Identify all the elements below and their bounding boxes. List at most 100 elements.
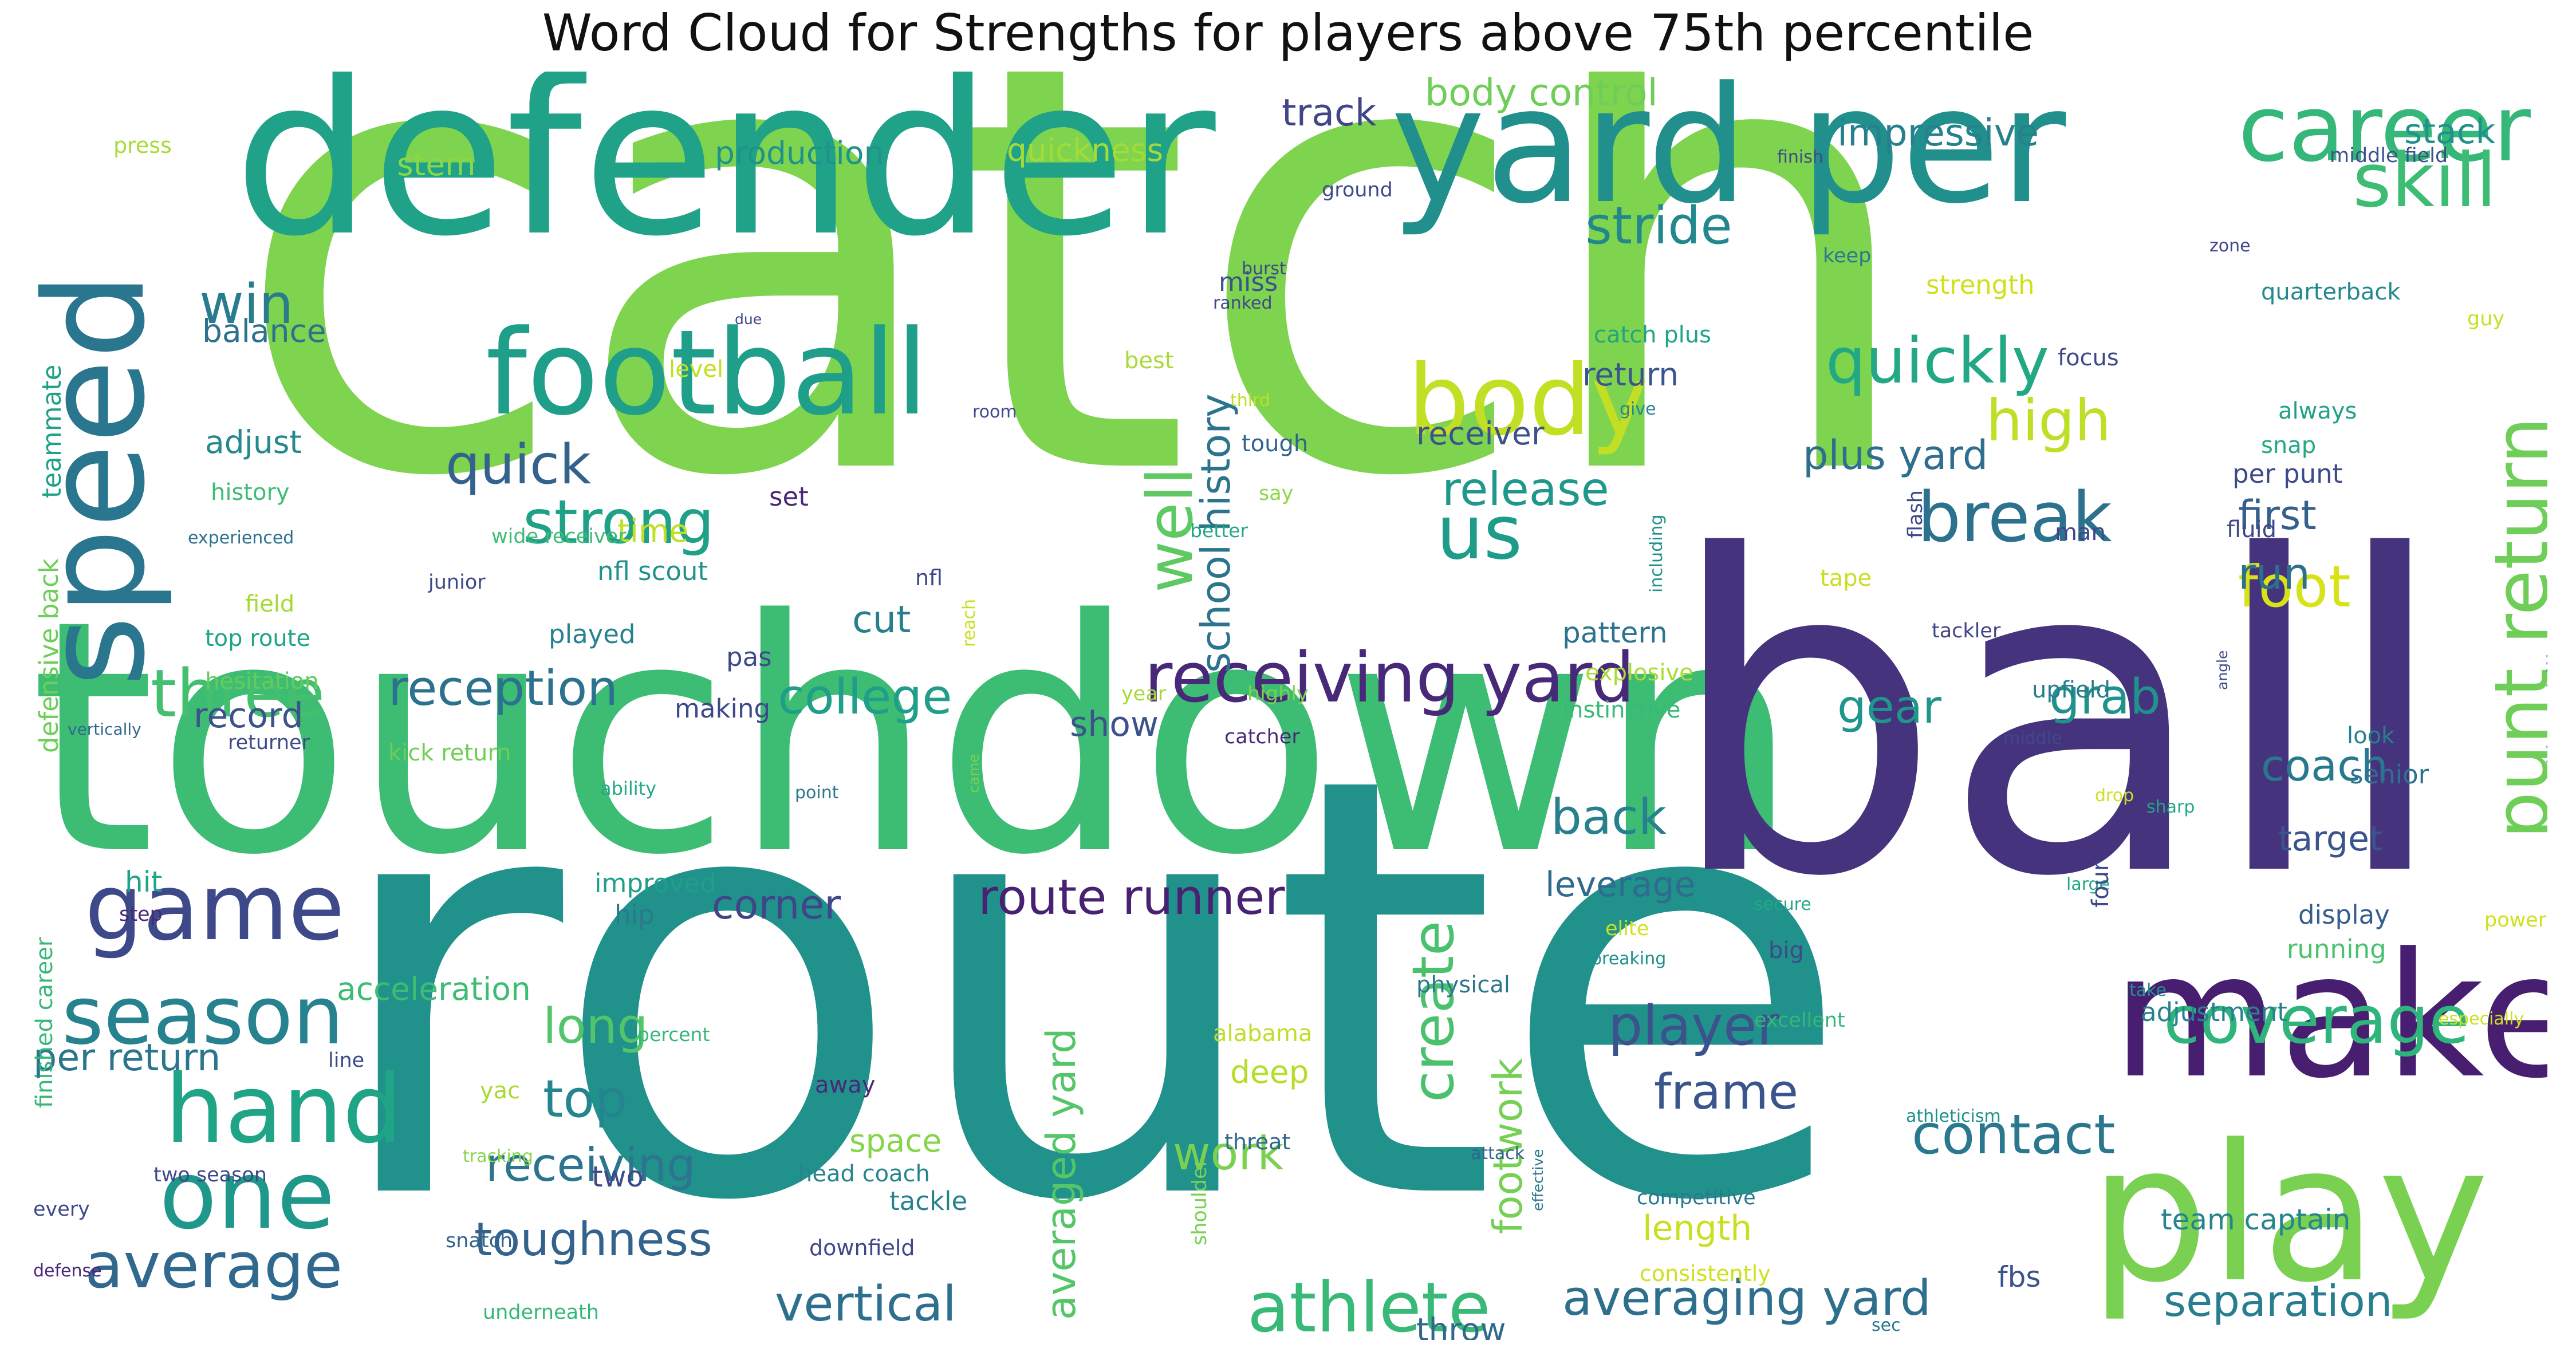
word-guy: guy [2467, 308, 2505, 330]
word-top: top [543, 1069, 628, 1129]
word-four: four [2087, 861, 2114, 908]
word-one: one [159, 1140, 336, 1250]
word-us: us [1436, 489, 1523, 576]
word-touchdown: touchdown [30, 552, 1800, 925]
word-balance: balance [202, 313, 326, 349]
word-including: including [1647, 514, 1667, 593]
word-receiver: receiver [1416, 415, 1545, 452]
word-third: third [1230, 391, 1270, 411]
word-downfield: downfield [809, 1235, 915, 1260]
word-level: level [669, 356, 724, 383]
word-best: best [1124, 348, 1174, 374]
word-zone: zone [2209, 236, 2251, 256]
word-ball: ball [1665, 466, 2451, 972]
word-corner: corner [712, 881, 841, 928]
word-gear: gear [1837, 680, 1941, 734]
word-two: two [592, 1160, 644, 1193]
word-line: line [328, 1049, 365, 1072]
word-instinctive: instinctive [1562, 697, 1681, 723]
word-impressive: impressive [1837, 112, 2039, 155]
word-quick: quick [446, 433, 592, 496]
word-burst: burst [1242, 259, 1286, 279]
word-high: high [1986, 387, 2112, 454]
word-per-return: per return [33, 1036, 221, 1079]
word-vertically: vertically [68, 720, 141, 739]
word-snap: snap [2261, 432, 2317, 459]
word-focus: focus [2058, 345, 2119, 371]
word-separation: separation [2164, 1276, 2393, 1326]
word-percent: percent [637, 1023, 710, 1046]
word-coverage: coverage [2164, 982, 2469, 1059]
word-cloud: catch route touchdown ball defender yard per s… [16, 72, 2547, 1340]
word-stack: stack [2404, 112, 2496, 152]
word-skill: skill [2353, 137, 2497, 224]
word-work: work [1173, 1127, 1284, 1180]
word-route: route [325, 654, 1854, 1327]
word-toughness: toughness [474, 1213, 712, 1266]
word-catch-plus: catch plus [1594, 322, 1711, 348]
word-fbs: fbs [1998, 1260, 2041, 1294]
word-tough: tough [1242, 431, 1309, 457]
word-away: away [815, 1072, 876, 1098]
word-run: run [2238, 549, 2310, 599]
word-hit: hit [125, 865, 163, 898]
word-tackle: tackle [889, 1186, 968, 1216]
word-long: long [543, 998, 648, 1055]
word-space: space [849, 1122, 942, 1159]
word-body: body [1408, 344, 1649, 458]
word-top-route: top route [205, 625, 310, 652]
word-teammate: teammate [37, 364, 67, 498]
word-big: big [1768, 937, 1804, 964]
word-game: game [85, 854, 345, 961]
word-catch: catch [231, 72, 1925, 612]
word-time: time [617, 513, 689, 549]
word-show: show [1070, 704, 1159, 744]
word-history: history [211, 479, 290, 506]
word-hand: hand [165, 1054, 403, 1164]
word-shoulder: shoulder [1188, 1158, 1211, 1245]
word-secure: secure [1754, 894, 1811, 914]
word-running: running [2287, 934, 2386, 964]
word-back: back [1551, 789, 1667, 846]
word-finish: finish [1777, 147, 1823, 167]
word-making: making [675, 693, 771, 724]
word-two-season: two season [153, 1164, 267, 1186]
word-competitive: competitive [1637, 1186, 1756, 1209]
word-strength: strength [1926, 270, 2035, 300]
word-tape: tape [1820, 565, 1872, 592]
word-junior: junior [428, 571, 486, 594]
word-averaging-yard: averaging yard [1562, 1270, 1931, 1327]
page-title: Word Cloud for Strengths for players abo… [542, 3, 2034, 62]
word-finished-career: finished career [31, 937, 58, 1108]
word-highly: highly [1247, 683, 1309, 705]
word-point: point [795, 783, 839, 803]
word-record: record [194, 696, 304, 736]
word-return: return [1582, 356, 1679, 393]
word-vertical: vertical [775, 1276, 956, 1333]
word-elite: elite [1605, 917, 1649, 940]
word-reach: reach [959, 598, 979, 647]
word-keep: keep [1823, 245, 1872, 267]
word-say: say [1259, 482, 1294, 505]
word-adjust: adjust [205, 424, 302, 460]
word-pas: pas [726, 642, 772, 672]
word-angle: angle [2214, 650, 2231, 690]
word-quarterback: quarterback [2261, 279, 2401, 305]
word-step: step [119, 903, 163, 926]
word-pattern: pattern [1562, 616, 1668, 649]
word-stem: stem [397, 146, 476, 183]
word-catcher: catcher [1224, 726, 1300, 748]
word-ability: ability [600, 778, 657, 799]
word-track: track [1282, 92, 1377, 135]
word-adjustment: adjustment [2141, 997, 2287, 1027]
word-nfl-scout: nfl scout [597, 556, 708, 586]
word-physical: physical [1416, 972, 1510, 998]
word-fluid: fluid [2227, 517, 2277, 543]
word-give: give [1620, 399, 1656, 419]
word-grab: grab [2049, 669, 2161, 726]
word-hip: hip [615, 900, 655, 930]
word-set: set [769, 482, 809, 512]
word-athlete: athlete [1247, 1268, 1491, 1341]
word-target: target [2278, 819, 2383, 859]
word-display: display [2298, 900, 2390, 930]
